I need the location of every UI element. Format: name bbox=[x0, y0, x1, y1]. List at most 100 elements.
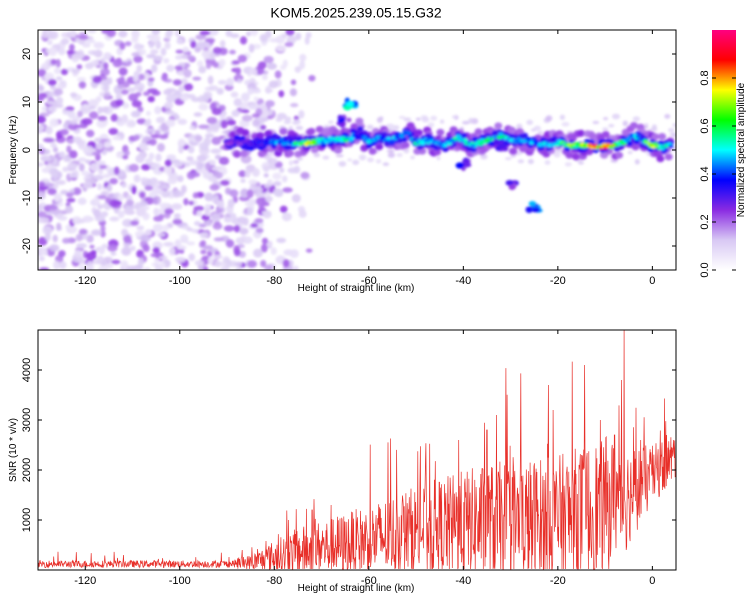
heatmap-cell bbox=[293, 119, 301, 125]
x-tick-label: 0 bbox=[649, 575, 655, 587]
heatmap-cell bbox=[47, 105, 57, 113]
heatmap-cell bbox=[126, 199, 134, 206]
x-tick-label: -100 bbox=[169, 575, 191, 587]
heatmap-cell bbox=[207, 75, 214, 85]
heatmap-cell bbox=[255, 227, 264, 234]
heatmap-cell bbox=[478, 142, 484, 146]
heatmap-cell bbox=[118, 30, 128, 38]
heatmap-cell bbox=[133, 174, 141, 183]
heatmap-cell bbox=[131, 100, 142, 108]
heatmap-cell bbox=[462, 162, 472, 168]
heatmap-cell bbox=[201, 94, 210, 103]
heatmap-cell bbox=[186, 55, 195, 61]
heatmap-cell bbox=[358, 154, 367, 161]
y-tick-label: 3000 bbox=[21, 408, 33, 432]
heatmap-cell bbox=[164, 159, 172, 167]
y-tick-label: 4000 bbox=[21, 358, 33, 382]
heatmap-cell bbox=[578, 161, 584, 165]
heatmap-cell bbox=[155, 153, 162, 162]
heatmap-cell bbox=[559, 114, 566, 121]
heatmap-cell bbox=[38, 256, 45, 262]
heatmap-cell bbox=[252, 186, 264, 193]
heatmap-cell bbox=[376, 117, 383, 123]
y-tick-label: -10 bbox=[21, 190, 33, 206]
heatmap-cell bbox=[300, 171, 310, 179]
heatmap-cell bbox=[218, 58, 226, 67]
heatmap-cell bbox=[38, 124, 45, 131]
snr-panel: -120 -100 -80 -60 -40 -20 0 1000 2000 3000 4000 H… bbox=[8, 329, 677, 594]
heatmap-cell bbox=[66, 198, 76, 203]
heatmap-cell bbox=[516, 123, 523, 130]
heatmap-cell bbox=[263, 183, 271, 189]
x-tick-label: -60 bbox=[361, 575, 377, 587]
heatmap-cell bbox=[164, 41, 171, 50]
heatmap-cell bbox=[497, 142, 507, 149]
heatmap-cell bbox=[166, 30, 174, 37]
heatmap-cell bbox=[70, 92, 78, 97]
heatmap-cell bbox=[58, 48, 66, 56]
heatmap-cell bbox=[391, 125, 400, 131]
heatmap-cell bbox=[44, 72, 55, 81]
x-tick-label: -120 bbox=[74, 575, 96, 587]
heatmap-cell bbox=[92, 75, 102, 84]
heatmap-cell bbox=[229, 189, 239, 198]
heatmap-cell bbox=[50, 142, 57, 148]
heatmap-cell bbox=[254, 218, 264, 224]
x-tick-label: -80 bbox=[266, 275, 282, 287]
heatmap-cell bbox=[202, 245, 213, 250]
heatmap-cell bbox=[45, 125, 53, 135]
heatmap-cell bbox=[151, 30, 160, 36]
heatmap-cell bbox=[521, 132, 528, 138]
heatmap-cell bbox=[60, 38, 70, 45]
heatmap-cell bbox=[246, 207, 254, 216]
heatmap-cell bbox=[233, 261, 243, 267]
heatmap-cell bbox=[89, 244, 95, 249]
heatmap-cell bbox=[144, 185, 154, 191]
heatmap-cell bbox=[298, 110, 305, 119]
heatmap-cell bbox=[196, 60, 204, 67]
heatmap-cell bbox=[208, 85, 219, 91]
heatmap-cell bbox=[78, 264, 85, 270]
heatmap-cell bbox=[183, 198, 189, 206]
heatmap-cell bbox=[226, 77, 235, 87]
heatmap-cell bbox=[281, 212, 292, 222]
heatmap-cell bbox=[462, 120, 470, 125]
heatmap-cell bbox=[104, 141, 112, 148]
heatmap-cell bbox=[436, 128, 445, 136]
heatmap-cell bbox=[147, 88, 158, 94]
heatmap-cell bbox=[156, 116, 165, 124]
heatmap-cell bbox=[85, 39, 96, 44]
heatmap-cell bbox=[280, 64, 287, 71]
heatmap-cell bbox=[129, 245, 136, 252]
heatmap-cell bbox=[403, 147, 410, 154]
snr-series-line bbox=[38, 330, 676, 570]
heatmap-cell bbox=[48, 47, 58, 57]
heatmap-cell bbox=[97, 195, 108, 200]
heatmap-cell bbox=[77, 110, 83, 118]
heatmap-cell bbox=[313, 152, 321, 158]
heatmap-cell bbox=[263, 173, 269, 178]
heatmap-cell bbox=[150, 34, 161, 43]
heatmap-cell bbox=[219, 114, 226, 120]
heatmap-cell bbox=[603, 117, 609, 121]
heatmap-cell bbox=[87, 30, 97, 34]
heatmap-cell bbox=[38, 96, 45, 102]
heatmap-cell bbox=[240, 188, 249, 197]
heatmap-cell bbox=[227, 119, 236, 126]
heatmap-cell bbox=[172, 219, 183, 225]
y-tick-label: 10 bbox=[21, 96, 33, 108]
heatmap-cell bbox=[430, 115, 438, 121]
heatmap-cell bbox=[231, 109, 240, 117]
heatmap-cell bbox=[220, 261, 227, 267]
heatmap-cell bbox=[103, 62, 109, 70]
heatmap-cell bbox=[494, 122, 503, 130]
heatmap-cell bbox=[151, 188, 161, 194]
heatmap-cell bbox=[58, 151, 66, 158]
heatmap-cell bbox=[97, 164, 108, 170]
heatmap-cell bbox=[208, 30, 219, 36]
heatmap-cell bbox=[622, 120, 628, 127]
heatmap-cell bbox=[275, 45, 287, 52]
heatmap-cell bbox=[352, 159, 360, 165]
heatmap-cell bbox=[375, 159, 382, 164]
